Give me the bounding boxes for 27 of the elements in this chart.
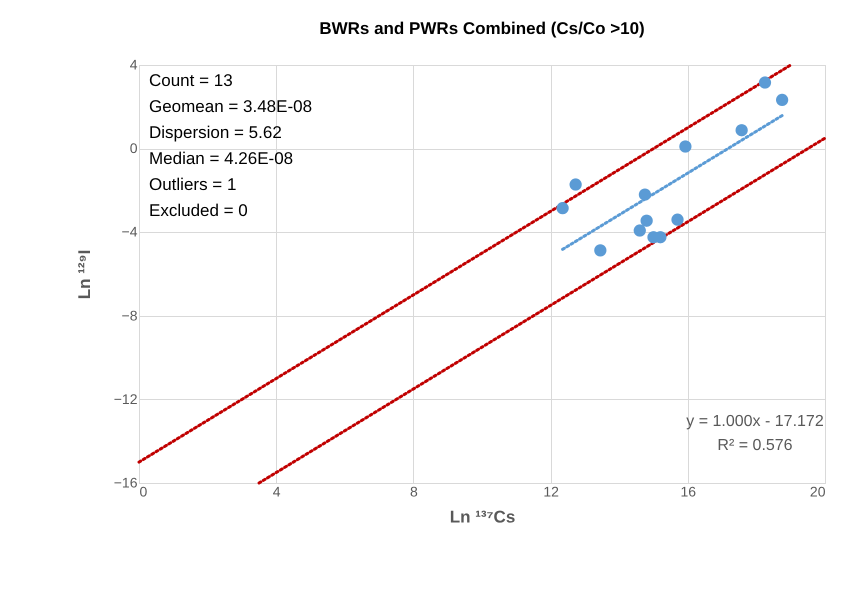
- y-axis-title: Ln ¹²⁹I: [74, 250, 94, 300]
- y-tick-label: −16: [114, 474, 138, 490]
- point: [634, 224, 646, 237]
- y-tick-label: 4: [130, 56, 138, 72]
- x-tick-label: 4: [272, 484, 281, 500]
- x-tick-label: 12: [543, 484, 560, 500]
- point: [758, 76, 772, 89]
- point: [556, 202, 569, 214]
- x-axis-title: Ln ¹³⁷Cs: [450, 508, 516, 526]
- y-tick-label: −8: [122, 307, 138, 324]
- point: [736, 124, 748, 136]
- point: [638, 188, 652, 201]
- y-tick-label: 0: [130, 140, 138, 156]
- point: [671, 214, 684, 226]
- point: [570, 178, 582, 191]
- x-tick-label: 8: [410, 484, 418, 500]
- annotation: Count = 13 Geomean = 3.48E-08 Dispersion = 5.62 Median = 4.26E-08 Outliers = 1 Excluded = 0: [149, 71, 312, 220]
- point: [640, 214, 653, 227]
- chart-title: BWRs and PWRs Combined (Cs/Co >10): [319, 19, 645, 38]
- y-tick-label: −4: [122, 224, 138, 240]
- x-tick-label: 16: [680, 484, 696, 500]
- point: [594, 244, 606, 256]
- x-tick-label: 20: [810, 484, 826, 500]
- point: [776, 94, 788, 106]
- y-tick-label: −12: [114, 390, 138, 407]
- point: [679, 140, 692, 153]
- annotation: y = 1.000x - 17.172 R² = 0.576: [686, 413, 824, 454]
